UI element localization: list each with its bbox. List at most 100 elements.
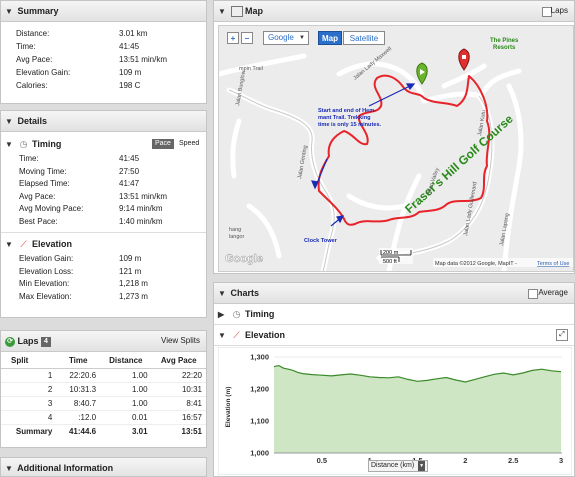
terms-of-use-link[interactable]: Terms of Use [537,261,569,267]
charts-header[interactable]: ▼ Charts Average [214,283,574,304]
elevation-row: Elevation Loss: 121 m [1,266,206,279]
map-provider-value: Google [268,33,294,42]
map-scale: 200 m 500 ft [379,248,413,265]
column-header[interactable]: Split [1,352,57,369]
elevation-chart-header[interactable]: ▼ ⟋ Elevation ⤢ [214,325,574,346]
timing-value: 41:47 [119,179,140,188]
table-header-row: Split Time Distance Avg Pace [1,352,206,369]
map-title: Map [245,6,264,16]
timing-label: Moving Time: [19,166,67,176]
map-type-satellite-button[interactable]: Satellite [343,31,385,45]
map-provider-select[interactable]: Google ▼ [263,31,309,45]
laps-checkbox[interactable] [542,7,552,17]
road-outlines [228,89,493,271]
elevation-chart-title: Elevation [245,330,286,340]
additional-info-panel: ▼ Additional Information [0,457,207,477]
google-logo[interactable]: Google [225,253,263,265]
zoom-out-button[interactable]: − [241,32,253,44]
table-cell: 0.01 [100,410,152,425]
clock-icon: ◷ [232,309,241,319]
average-checkbox-label: Average [538,288,568,297]
table-row[interactable]: 3 8:40.7 1.00 8:41 [1,396,206,411]
table-row[interactable]: 4:12.0 0.01 16:57 [1,410,206,425]
table-row[interactable]: 1 22:20.6 1.00 22:20 [1,368,206,383]
road-label: Jalan Genting [297,145,309,179]
map-header[interactable]: ▼ Map Laps [214,1,574,22]
map-type-map-button[interactable]: Map [318,31,342,45]
summary-header[interactable]: ▼ Summary [1,1,206,22]
end-marker-icon[interactable] [458,48,470,71]
summary-label: Avg Pace: [16,55,53,64]
timing-row: Avg Moving Pace: 9:14 min/km [1,203,206,216]
table-cell: 1.00 [100,382,152,397]
expand-chart-icon[interactable]: ⤢ [556,329,568,341]
road-label: hang [229,227,241,233]
elevation-row: Elevation Gain: 109 m [1,253,206,266]
details-header[interactable]: ▼ Details [1,111,206,132]
table-cell: 4 [1,410,57,425]
collapse-arrow-icon[interactable]: ▼ [5,117,13,126]
laps-header[interactable]: ⟳ Laps 4 View Splits [1,331,206,352]
collapse-arrow-icon[interactable]: ▼ [5,140,13,149]
table-cell: 1 [1,368,57,383]
timing-chart-title: Timing [245,309,275,319]
collapse-arrow-icon[interactable]: ▼ [218,289,226,298]
pace-toggle[interactable]: Pace [152,139,174,149]
divider [1,232,206,233]
annotation-line-3: time is only 15 minutes. [318,122,382,128]
timing-label: Best Pace: [19,216,58,226]
route-track [317,74,491,226]
elevation-icon: ⟋ [233,330,240,340]
clock-tower-label: Clock Tower [304,238,338,244]
summary-row: Summary 41:44.6 3.01 13:51 [1,424,206,438]
speed-toggle[interactable]: Speed [179,140,200,147]
elevation-value: 1,218 m [119,279,148,288]
collapse-arrow-icon[interactable]: ▼ [5,464,13,473]
summary-row: Time: 41:45 [1,40,206,53]
column-header[interactable]: Distance [100,352,152,369]
summary-label: Distance: [16,29,50,38]
road-label: Jalan Lapang [499,213,511,247]
elevation-section-header[interactable]: ▼ ⟋ Elevation [1,235,206,253]
elevation-icon: ⟋ [20,239,27,249]
trail-annotation: Start and end of Hem- mant Trail. Trekki… [304,108,382,244]
expand-arrow-icon[interactable]: ▶ [218,310,225,319]
copyright-bar [433,258,573,267]
table-row[interactable]: 2 10:31.3 1.00 10:31 [1,382,206,397]
map-svg[interactable]: Start and end of Hem- mant Trail. Trekki… [219,26,573,271]
additional-info-header[interactable]: ▼ Additional Information [1,458,206,476]
column-header[interactable]: Avg Pace [151,352,206,369]
timing-row: Best Pace: 1:40 min/km [1,216,206,229]
x-axis-select[interactable]: Distance (km) ▼ [368,460,429,472]
road-network [219,53,524,271]
timing-chart-header[interactable]: ▶ ◷ Timing [214,304,574,325]
road-label: langor [229,234,244,240]
collapse-arrow-icon[interactable]: ▼ [5,240,13,249]
zoom-in-button[interactable]: + [227,32,239,44]
pines-label-line-1: The Pines [490,38,519,44]
timing-label: Avg Pace: [19,191,56,201]
collapse-arrow-icon[interactable]: ▼ [5,7,13,16]
timing-section-header[interactable]: ▼ ◷ Timing Pace Speed [1,135,206,153]
collapse-arrow-icon[interactable]: ▼ [218,331,226,340]
start-marker-icon[interactable] [416,62,428,85]
summary-value: 109 m [119,68,142,77]
x-axis-label: Distance (km) [371,462,415,469]
summary-value: 198 C [119,81,141,90]
elevation-value: 109 m [119,254,142,263]
charts-title: Charts [230,288,260,298]
average-checkbox[interactable] [528,289,538,299]
road-label: Jalan Bunglow [235,70,247,106]
x-tick-label: 2.5 [508,456,518,465]
collapse-arrow-icon[interactable]: ▼ [218,7,226,16]
timing-value: 1:40 min/km [119,216,163,226]
column-header[interactable]: Time [56,352,101,369]
map-canvas[interactable]: Start and end of Hem- mant Trail. Trekki… [218,25,574,272]
view-splits-link[interactable]: View Splits [161,336,200,345]
timing-label: Time: [19,154,39,163]
summary-row: Calories: 198 C [1,79,206,92]
charts-panel: ▼ Charts Average ▶ ◷ Timing ▼ ⟋ Elevatio… [213,282,575,477]
scale-feet: 500 ft [383,259,397,265]
splits-table: Split Time Distance Avg Pace 1 22:20.6 1.0… [1,352,206,438]
